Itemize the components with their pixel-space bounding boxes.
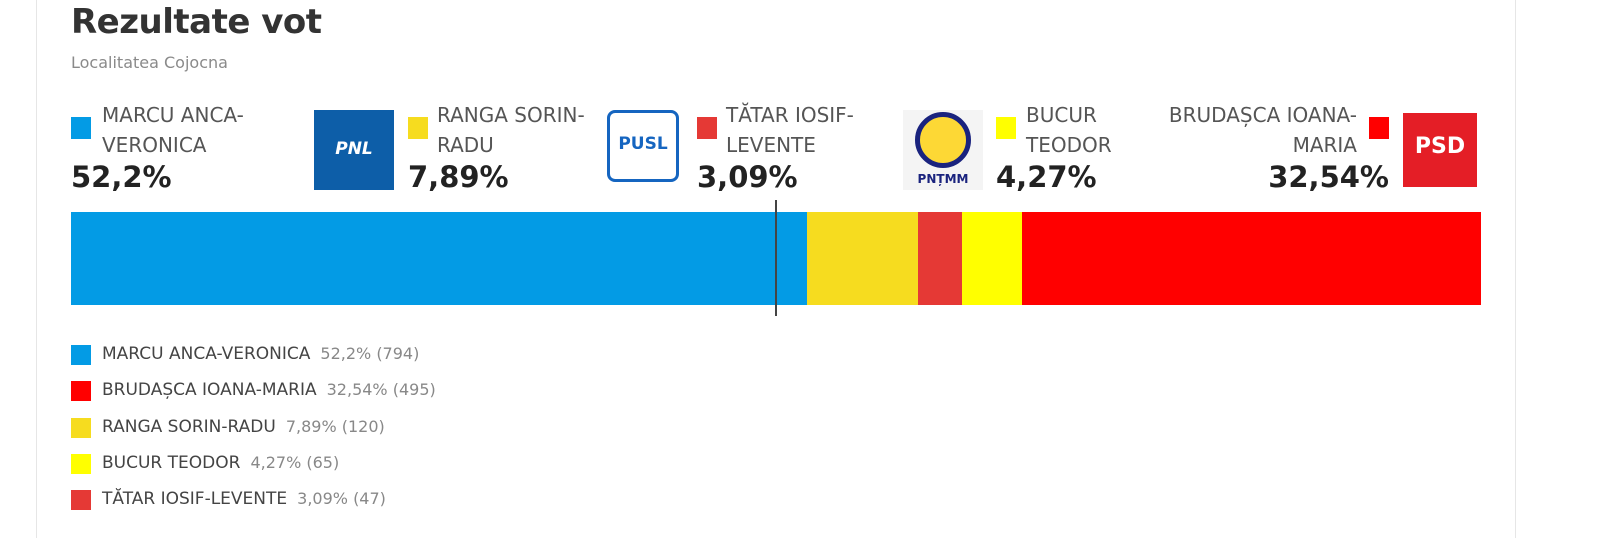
- logo-circle: [915, 112, 971, 168]
- bar-segment: [807, 212, 919, 305]
- legend-swatch: [71, 453, 91, 474]
- legend-values: 32,54% (495): [327, 380, 436, 399]
- candidate-name: BUCUR TEODOR: [1026, 103, 1112, 157]
- legend-swatch: [408, 117, 428, 139]
- party-name: PUSL: [618, 134, 668, 154]
- party-name: PSD: [1414, 133, 1466, 159]
- legend-swatch: [697, 117, 717, 139]
- legend-row: BRUDAȘCA IOANA-MARIA 32,54% (495): [102, 380, 436, 400]
- candidate-name: TĂTAR IOSIF-LEVENTE: [726, 103, 854, 157]
- candidate-percent: 3,09%: [697, 160, 798, 194]
- legend-count: (794): [376, 344, 420, 363]
- legend-values: 52,2% (794): [320, 344, 419, 363]
- legend-swatch: [1369, 117, 1389, 139]
- legend-name: MARCU ANCA-VERONICA: [102, 344, 311, 364]
- legend-percent: 3,09%: [297, 489, 348, 509]
- party-logo: PNL: [314, 110, 394, 190]
- card: [36, 0, 1516, 538]
- legend-swatch: [71, 117, 91, 139]
- candidate-percent: 52,2%: [71, 160, 172, 194]
- party-logo: PNȚMM: [903, 110, 983, 190]
- legend-count: (120): [341, 416, 385, 436]
- legend-name: BUCUR TEODOR: [102, 452, 241, 473]
- legend-values: 4,27% (65): [250, 453, 339, 472]
- party-name: PNȚMM: [917, 172, 969, 186]
- candidate-name: MARCU ANCA-VERONICA: [102, 103, 244, 157]
- party-logo: PSD: [1400, 110, 1480, 190]
- candidate-percent: 7,89%: [408, 160, 509, 194]
- legend-swatch: [71, 417, 91, 438]
- title: Rezultate vot: [71, 2, 322, 42]
- legend-name: BRUDAȘCA IOANA-MARIA: [102, 380, 317, 401]
- legend-values: 3,09% (47): [297, 489, 386, 508]
- legend-values: 7,89% (120): [286, 417, 385, 436]
- legend-swatch: [71, 381, 91, 402]
- candidate-name: BRUDAȘCA IOANA-MARIA: [1168, 103, 1357, 157]
- legend-percent: 7,89%: [285, 416, 337, 436]
- legend-name: TĂTAR IOSIF-LEVENTE: [102, 489, 288, 510]
- bar-segment: [1022, 212, 1481, 305]
- legend-name: RANGA SORIN-RADU: [102, 416, 276, 437]
- legend-swatch: [71, 345, 91, 365]
- legend-percent: 4,27%: [250, 452, 302, 472]
- legend-count: (65): [306, 452, 340, 472]
- legend-swatch: [71, 490, 91, 511]
- candidate-name: RANGA SORIN-RADU: [437, 103, 585, 157]
- bar-segment: [918, 212, 962, 305]
- bar-segment: [71, 212, 808, 305]
- candidate-percent: 4,27%: [996, 160, 1097, 194]
- legend-row: BUCUR TEODOR 4,27% (65): [102, 453, 339, 473]
- party-name: PNL: [335, 139, 373, 159]
- candidate-percent: 32,54%: [1268, 160, 1389, 194]
- legend-swatch: [996, 117, 1016, 139]
- party-logo: PUSL: [607, 110, 679, 182]
- legend-percent: 32,54%: [326, 380, 388, 400]
- legend-row: MARCU ANCA-VERONICA 52,2% (794): [102, 344, 419, 364]
- legend-count: (47): [353, 489, 386, 509]
- legend-row: RANGA SORIN-RADU 7,89% (120): [102, 417, 385, 437]
- legend-percent: 52,2%: [320, 344, 372, 363]
- threshold-line: [775, 200, 777, 316]
- legend-row: TĂTAR IOSIF-LEVENTE 3,09% (47): [102, 489, 386, 509]
- legend-count: (495): [392, 380, 436, 400]
- subtitle: Localitatea Cojocna: [71, 53, 228, 72]
- bar-segment: [961, 212, 1023, 305]
